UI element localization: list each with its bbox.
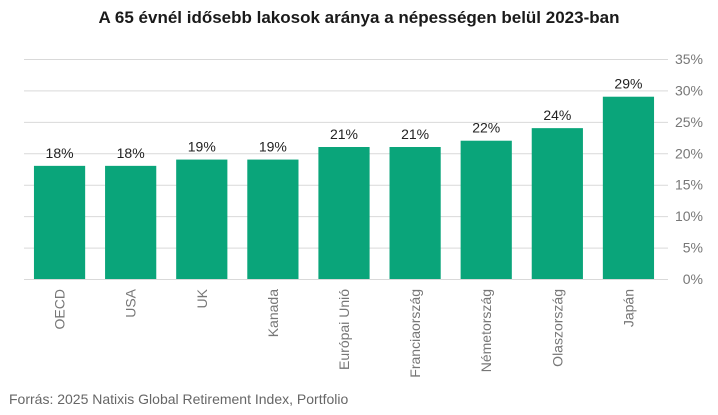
data-label: 22% [472,120,500,136]
data-label: 18% [117,145,145,161]
bar [33,165,86,279]
data-label: 19% [188,139,216,155]
category-label: USA [123,288,139,317]
data-label: 24% [543,107,571,123]
bar [105,165,157,279]
category-label: Olaszország [549,289,565,367]
y-tick-label: 35% [675,51,703,67]
y-tick-label: 15% [675,177,703,193]
y-tick-label: 25% [675,114,703,130]
data-labels: 18% 18% 19% 19% 21% 21% 22% 24% 29% [46,76,643,161]
bar [176,159,228,279]
category-label: Japán [620,289,636,327]
category-label: Németország [478,289,494,372]
category-label: Kanada [265,289,281,337]
data-label: 19% [259,139,287,155]
source-note: Forrás: 2025 Natixis Global Retirement I… [9,391,349,407]
category-label: OECD [52,289,68,329]
y-tick-label: 0% [683,271,703,287]
data-label: 18% [46,145,74,161]
category-label: UK [194,288,210,308]
bar [460,140,512,279]
data-label: 29% [614,76,642,92]
chart-title: A 65 évnél idősebb lakosok aránya a népe… [98,8,620,27]
category-label: Franciaország [407,289,423,378]
y-tick-label: 5% [683,240,703,256]
y-tick-label: 20% [675,145,703,161]
data-label: 21% [401,126,429,142]
bar [318,147,370,279]
data-label: 21% [330,126,358,142]
category-label: Európai Unió [336,289,352,370]
x-axis-categories: OECD USA UK Kanada Európai Unió Franciaország… [52,288,637,377]
y-tick-label: 30% [675,82,703,98]
bars [33,96,655,279]
y-tick-label: 10% [675,208,703,224]
bar [602,96,655,279]
bar [389,147,441,279]
bar [531,128,583,279]
y-axis-ticks: 0% 5% 10% 15% 20% 25% 30% 35% [675,51,703,287]
bar [247,159,299,279]
